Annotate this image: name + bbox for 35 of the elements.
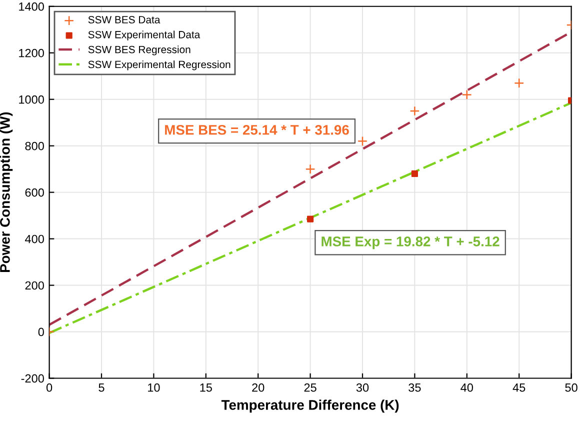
y-tick-label: 200 <box>25 281 44 290</box>
x-tick-label: 30 <box>356 383 369 392</box>
annotation: MSE Exp = 19.82 * T + -5.12 <box>322 236 500 250</box>
point <box>411 170 418 178</box>
point <box>410 106 420 116</box>
y-tick-label: 1200 <box>19 48 44 58</box>
legend-label: SSW BES Regression <box>88 46 190 56</box>
x-tick-label: 45 <box>512 384 526 392</box>
y-tick-label: 800 <box>25 142 44 150</box>
y-tick-label: 0 <box>38 328 44 336</box>
y-tick-label: -200 <box>21 374 44 383</box>
x-tick-label: 40 <box>460 383 474 392</box>
point <box>305 164 316 174</box>
x-tick-label: 10 <box>148 383 160 392</box>
y-tick-label: 400 <box>25 234 44 244</box>
point <box>307 216 314 222</box>
legend-label: SSW Experimental Data <box>88 30 200 40</box>
legend-label: SSW Experimental Regression <box>88 60 230 70</box>
x-tick-label: 25 <box>304 383 316 392</box>
x-tick-label: 50 <box>565 383 578 392</box>
x-tick-label: 0 <box>46 383 52 392</box>
legend-label: SSW BES Data <box>88 16 160 24</box>
x-tick-label: 35 <box>408 383 421 392</box>
x-axis-title: Temperature Difference (K) <box>221 400 399 413</box>
annotation: MSE BES = 25.14 * T + 31.96 <box>165 124 349 135</box>
y-axis-title: Power Consumption (W) <box>0 112 13 272</box>
point <box>514 78 524 88</box>
x-tick-label: 20 <box>252 383 264 392</box>
x-tick-label: 5 <box>98 384 104 392</box>
y-tick-label: 600 <box>25 188 44 197</box>
y-tick-label: 1400 <box>19 2 44 11</box>
x-tick-label: 15 <box>200 384 212 392</box>
point <box>357 136 368 146</box>
y-tick-label: 1000 <box>19 95 44 104</box>
point <box>462 90 472 100</box>
